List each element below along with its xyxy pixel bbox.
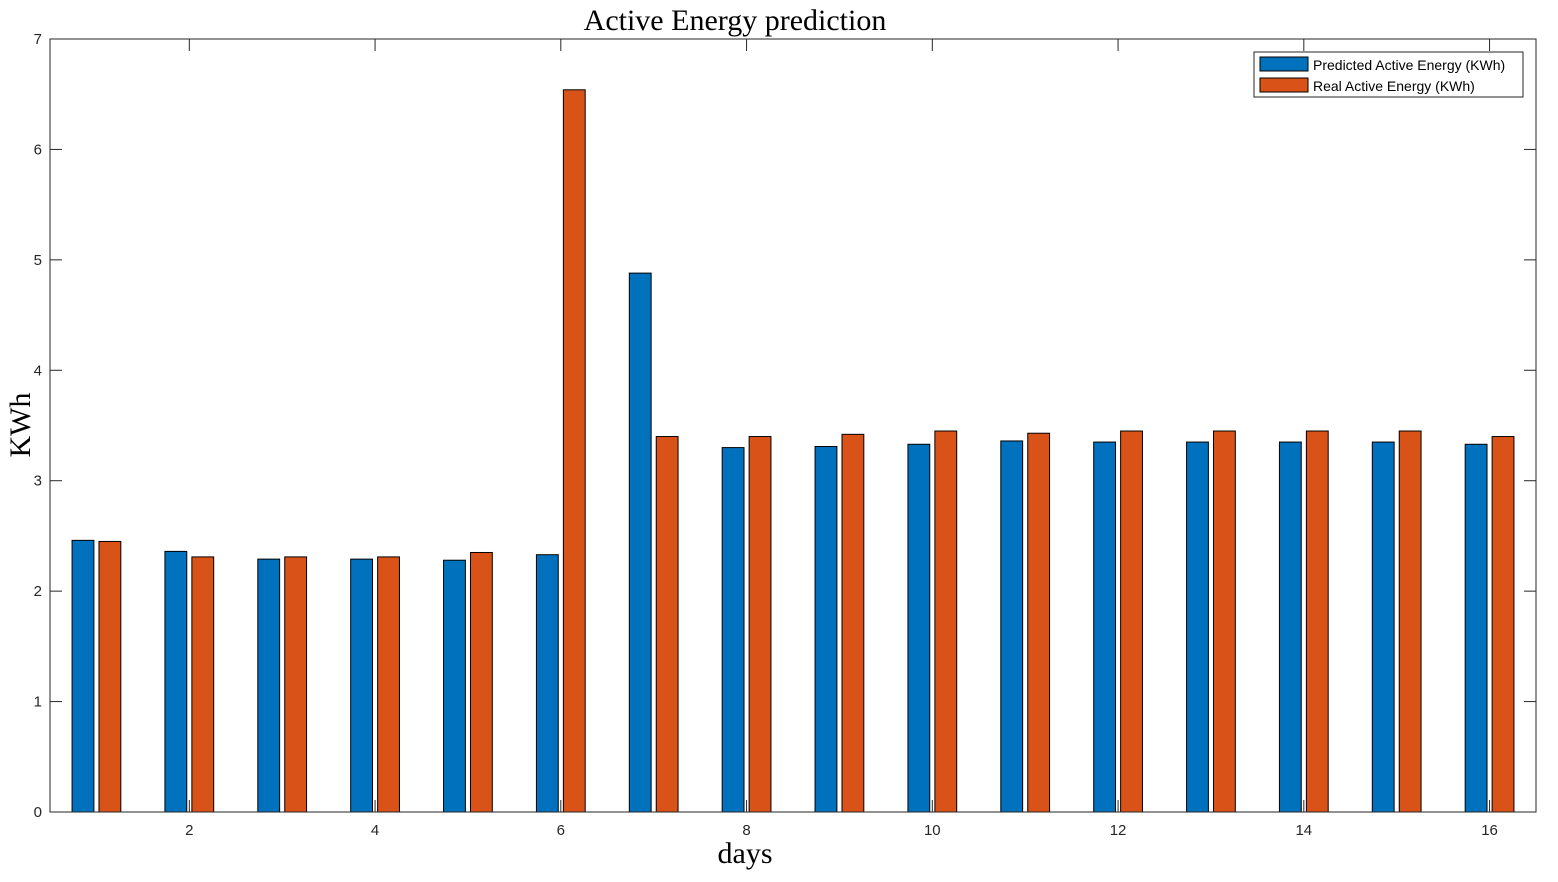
y-tick-label-3: 3 [34,473,42,490]
bar-real-day-5 [469,551,493,813]
y-tick-label-5: 5 [34,252,42,269]
bar-real-day-6 [562,89,586,813]
chart-title: Active Energy prediction [584,4,887,37]
bar-real-day-8 [748,436,772,813]
legend-swatch-real [1259,77,1309,93]
bar-predicted-day-12 [1093,441,1117,813]
x-tick-label-8: 8 [742,822,750,839]
bar-predicted-day-3 [257,558,281,813]
y-axis-title: KWh [4,393,37,458]
bar-real-day-13 [1212,430,1236,813]
bar-predicted-day-15 [1371,441,1395,813]
y-tick-label-7: 7 [34,31,42,48]
bar-real-day-4 [377,556,400,813]
bar-predicted-day-5 [443,559,466,813]
y-tick-label-2: 2 [34,583,42,600]
x-tick-label-14: 14 [1295,822,1312,839]
bar-predicted-day-11 [1000,440,1024,813]
bar-predicted-day-14 [1278,441,1302,813]
bar-real-day-1 [98,540,122,813]
bars-group [71,89,1515,813]
bar-real-day-9 [841,433,865,813]
bar-real-day-3 [284,556,308,813]
x-tick-label-4: 4 [371,822,379,839]
plot-area-frame [49,38,1537,813]
y-tick-label-6: 6 [34,141,42,158]
bar-predicted-day-13 [1186,441,1209,813]
bar-predicted-day-8 [721,447,745,813]
bar-real-day-12 [1120,430,1143,813]
y-tick-label-4: 4 [34,362,42,379]
x-tick-label-12: 12 [1110,822,1127,839]
legend-label-real: Real Active Energy (KWh) [1313,78,1475,94]
x-axis-title: days [718,837,773,870]
bar-predicted-day-6 [535,554,559,813]
bar-real-day-15 [1398,430,1422,813]
bar-predicted-day-16 [1464,443,1488,813]
bar-predicted-day-4 [350,558,374,813]
x-tick-label-6: 6 [557,822,565,839]
bar-real-day-16 [1491,436,1515,813]
ticks-group [50,38,1536,813]
legend-swatch-predicted [1259,56,1309,72]
bar-predicted-day-2 [164,550,188,813]
y-tick-labels: 0 1 2 3 4 5 6 7 [34,31,42,821]
legend-label-predicted: Predicted Active Energy (KWh) [1313,57,1505,73]
legend: Predicted Active Energy (KWh) Real Activ… [1253,51,1524,98]
bar-predicted-day-9 [814,445,838,813]
y-tick-label-1: 1 [34,694,42,711]
bar-predicted-day-10 [907,443,931,813]
bar-real-day-10 [934,430,958,813]
x-tick-labels: 2 4 6 8 10 12 14 16 [185,822,1498,839]
y-tick-label-0: 0 [34,804,42,821]
bar-real-day-14 [1305,430,1329,813]
bar-real-day-7 [655,436,679,813]
x-tick-label-16: 16 [1481,822,1498,839]
bar-predicted-day-7 [628,272,652,813]
bar-real-day-2 [191,556,215,813]
bar-predicted-day-1 [71,539,95,813]
x-tick-label-2: 2 [185,822,193,839]
x-tick-label-10: 10 [924,822,941,839]
bar-real-day-11 [1027,432,1051,813]
